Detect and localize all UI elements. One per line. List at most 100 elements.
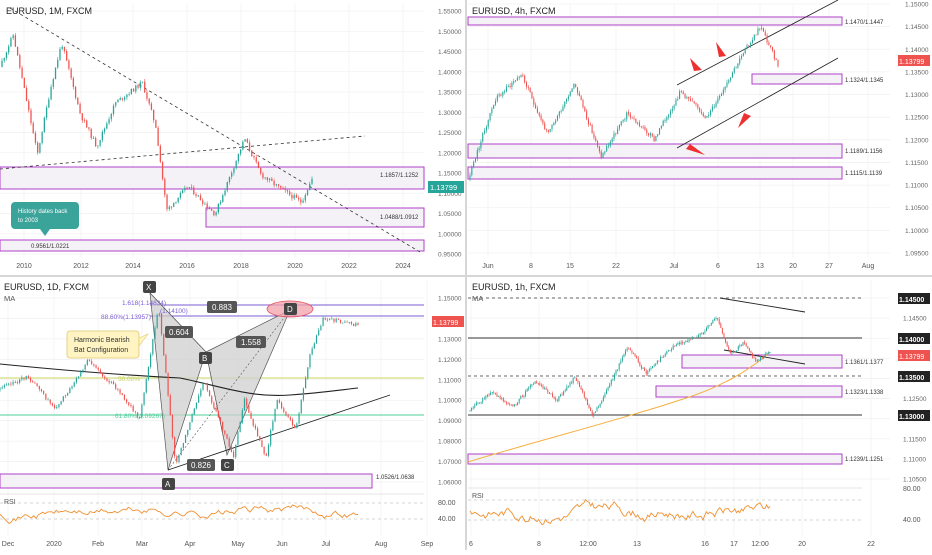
- candle-body: [86, 360, 88, 365]
- candle-body: [700, 111, 703, 114]
- candle-body: [693, 337, 695, 339]
- candle-body: [642, 368, 644, 369]
- candle-body: [16, 381, 19, 383]
- candle-body: [704, 331, 706, 333]
- candle-body: [685, 340, 687, 343]
- candle-body: [184, 435, 187, 443]
- candle-body: [82, 369, 84, 372]
- candle-body: [704, 116, 706, 118]
- br-level-tag-3: 1.13500: [898, 371, 930, 382]
- tr-zone-2: [751, 73, 843, 85]
- candle-body: [610, 379, 612, 385]
- br-level-tag-4-box: [898, 410, 930, 421]
- bl-fib-1618-label: 1.618(1.14834): [122, 300, 166, 307]
- candle-body: [213, 402, 215, 408]
- candle-body: [95, 365, 97, 368]
- candle-body: [664, 354, 666, 357]
- candle-body: [315, 335, 318, 344]
- candle-body: [757, 28, 759, 35]
- panel-daily[interactable]: 1.150001.140001.130001.120001.110001.100…: [0, 280, 464, 548]
- candle-body: [134, 411, 136, 413]
- tr-y-tick: 1.10500: [905, 205, 929, 212]
- bl-point-d: D: [284, 303, 297, 315]
- candle-body: [1, 387, 3, 389]
- candle-body: [642, 126, 644, 128]
- candle-body: [688, 97, 690, 99]
- bl-point-x-box: [143, 281, 156, 293]
- panel-monthly[interactable]: 1.55000 1.50000 1.45000 1.40000 1.35000 1.300…: [0, 4, 464, 270]
- candle-body: [294, 425, 296, 428]
- br-price-tag-text: 1.13799: [899, 354, 924, 361]
- candle-body: [72, 78, 75, 87]
- panel-4h[interactable]: 1.15000 1.14500 1.14000 1.13500 1.13000 1.125…: [467, 0, 930, 270]
- candle-body: [732, 351, 734, 353]
- candle-body: [273, 181, 275, 186]
- br-ma-label: MA: [472, 294, 483, 303]
- candle-body: [684, 94, 686, 99]
- panel-1h[interactable]: 1.150001.145001.140001.135001.130001.125…: [467, 280, 930, 548]
- candle-body: [721, 327, 723, 334]
- candle-body: [675, 99, 677, 106]
- candle-body: [324, 317, 326, 320]
- candle-body: [147, 367, 150, 380]
- br-x-tick: 6: [469, 541, 473, 548]
- candle-body: [659, 357, 661, 362]
- candle-body: [593, 413, 595, 416]
- candle-body: [166, 194, 168, 210]
- candle-body: [106, 123, 108, 129]
- arrow-icon: [686, 144, 705, 155]
- bl-x-axis: Dec 2020 Feb Mar Apr May Jun Jul Aug Sep: [2, 280, 433, 548]
- candle-body: [769, 352, 771, 353]
- br-zone-1: [681, 354, 843, 369]
- candle-body: [713, 318, 715, 321]
- candle-body: [164, 178, 166, 195]
- candle-body: [265, 453, 267, 456]
- candle-body: [737, 346, 739, 351]
- candle-body: [758, 359, 760, 361]
- candle-body: [715, 317, 717, 319]
- bl-point-a: A: [162, 478, 175, 490]
- candle-body: [210, 209, 213, 211]
- candle-body: [163, 333, 165, 356]
- bl-fib-886-label: 88.60%(1.13957): [101, 314, 151, 321]
- tr-zone-1-label: 1.1470/1.1447: [845, 20, 884, 26]
- br-x-tick: 20: [798, 541, 806, 548]
- candle-body: [137, 85, 139, 88]
- candle-body: [496, 393, 498, 397]
- candle-body: [66, 51, 68, 61]
- candle-body: [101, 373, 104, 377]
- candle-body: [197, 195, 199, 197]
- bl-y-tick: 1.15000: [438, 296, 462, 303]
- candle-body: [275, 184, 277, 186]
- candle-body: [770, 45, 772, 48]
- candle-body: [505, 86, 507, 92]
- tr-y-tick: 1.11500: [905, 160, 928, 167]
- candle-body: [257, 161, 260, 169]
- candle-body: [10, 383, 12, 385]
- tr-zone-2-label: 1.1324/1.1345: [845, 78, 884, 84]
- candle-body: [688, 339, 690, 342]
- bl-rsi-line: [0, 504, 359, 524]
- candle-body: [45, 393, 47, 400]
- candle-body: [706, 116, 708, 118]
- candle-body: [517, 402, 519, 405]
- candle-body: [637, 122, 639, 124]
- candle-body: [629, 114, 631, 118]
- candle-body: [582, 100, 584, 108]
- candle-body: [739, 345, 741, 347]
- candle-body: [538, 112, 540, 116]
- candle-body: [62, 396, 64, 402]
- candle-body: [30, 110, 32, 124]
- candle-body: [590, 407, 592, 411]
- candle-body: [219, 202, 222, 204]
- tr-x-tick: 20: [789, 263, 797, 270]
- candle-body: [222, 195, 224, 203]
- candle-body: [148, 98, 150, 104]
- candle-body: [545, 129, 548, 131]
- candle-body: [188, 187, 190, 189]
- candle-body: [12, 35, 14, 39]
- candle-body: [10, 38, 12, 47]
- bl-y-tick: 1.06000: [438, 480, 462, 487]
- tr-y-tick: 1.13000: [905, 92, 929, 99]
